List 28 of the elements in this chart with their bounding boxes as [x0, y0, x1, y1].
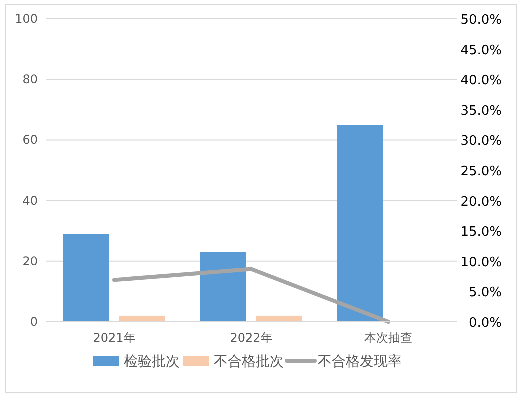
- y-tick-label: 80: [22, 72, 38, 87]
- y-tick-label: 60: [22, 133, 38, 148]
- y2-tick-label: 30.0%: [460, 134, 502, 150]
- y2-tick-label: 20.0%: [460, 194, 502, 210]
- x-tick-label: 2022年: [230, 331, 273, 345]
- y2-tick-label: 40.0%: [460, 74, 502, 89]
- y-tick-label: 100: [15, 12, 38, 26]
- y-tick-label: 20: [22, 254, 38, 268]
- y2-tick-label: 50.0%: [460, 13, 502, 28]
- legend-label: 不合格发现率: [318, 354, 402, 370]
- y2-tick-label: 15.0%: [460, 225, 502, 240]
- y2-tick-label: 25.0%: [460, 164, 502, 180]
- y-tick-label: 0: [30, 315, 38, 329]
- x-tick-label: 2021年: [93, 331, 136, 345]
- bar: [64, 234, 110, 322]
- y-tick-label: 40: [22, 194, 38, 208]
- legend-label: 检验批次: [124, 354, 180, 370]
- y2-tick-label: 10.0%: [460, 255, 502, 270]
- y2-tick-label: 5.0%: [468, 286, 502, 301]
- bar: [338, 125, 384, 322]
- bar: [256, 316, 302, 322]
- y2-tick-label: 35.0%: [460, 104, 502, 119]
- y2-tick-label: 45.0%: [460, 43, 502, 58]
- legend-label: 不合格批次: [214, 354, 284, 370]
- bar: [200, 252, 246, 322]
- y2-tick-label: 0.0%: [468, 316, 502, 331]
- bar: [120, 316, 166, 322]
- x-tick-label: 本次抽查: [364, 331, 412, 345]
